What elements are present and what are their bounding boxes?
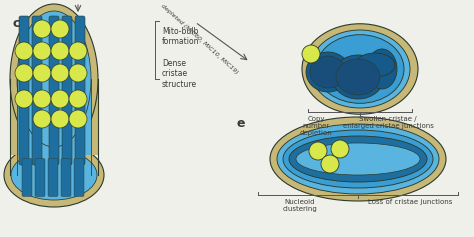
Circle shape [321,155,339,173]
Circle shape [69,110,87,128]
Text: depleted (MIC60, MIC10, MIC19): depleted (MIC60, MIC10, MIC19) [160,3,239,75]
Circle shape [51,42,69,60]
Text: c: c [13,17,20,30]
Ellipse shape [316,35,404,103]
Circle shape [33,110,51,128]
Circle shape [33,42,51,60]
FancyBboxPatch shape [35,159,45,196]
Circle shape [309,142,327,160]
Ellipse shape [289,136,427,182]
Circle shape [15,64,33,82]
FancyBboxPatch shape [49,16,59,165]
Text: Mito-bulb
formation: Mito-bulb formation [162,27,200,46]
Text: Nucleoid
clustering: Nucleoid clustering [283,199,318,212]
Circle shape [15,42,33,60]
Ellipse shape [296,143,420,175]
Ellipse shape [277,124,439,194]
Ellipse shape [270,117,446,201]
Ellipse shape [310,30,410,108]
Circle shape [33,64,51,82]
Text: e: e [237,117,246,130]
Circle shape [51,64,69,82]
Ellipse shape [310,56,346,88]
Ellipse shape [355,53,395,77]
Ellipse shape [283,130,433,188]
FancyBboxPatch shape [62,16,72,165]
Ellipse shape [332,55,384,99]
FancyBboxPatch shape [19,16,29,165]
Ellipse shape [10,4,98,154]
Circle shape [331,140,349,158]
Circle shape [33,90,51,108]
FancyBboxPatch shape [74,159,84,196]
Ellipse shape [17,11,91,147]
Bar [10,79,98,155]
Circle shape [69,42,87,60]
Circle shape [302,45,320,63]
Ellipse shape [306,52,350,92]
FancyBboxPatch shape [75,16,85,165]
Bar [17,79,91,155]
Text: Swollen cristae /
enlarged cristae junctions: Swollen cristae / enlarged cristae junct… [343,116,433,129]
Circle shape [15,90,33,108]
FancyBboxPatch shape [61,159,71,196]
Circle shape [69,64,87,82]
Circle shape [51,90,69,108]
Circle shape [51,20,69,38]
Ellipse shape [336,59,380,95]
Circle shape [69,90,87,108]
Ellipse shape [11,150,97,200]
Ellipse shape [367,49,397,89]
Ellipse shape [302,24,418,114]
FancyBboxPatch shape [48,159,58,196]
Ellipse shape [4,143,104,207]
Circle shape [51,110,69,128]
Text: Loss of cristae junctions: Loss of cristae junctions [368,199,452,205]
Text: Dense
cristae
structure: Dense cristae structure [162,59,197,89]
Circle shape [33,20,51,38]
FancyBboxPatch shape [22,159,32,196]
FancyBboxPatch shape [32,16,42,165]
Text: Copy
number
depletion: Copy number depletion [300,116,332,136]
